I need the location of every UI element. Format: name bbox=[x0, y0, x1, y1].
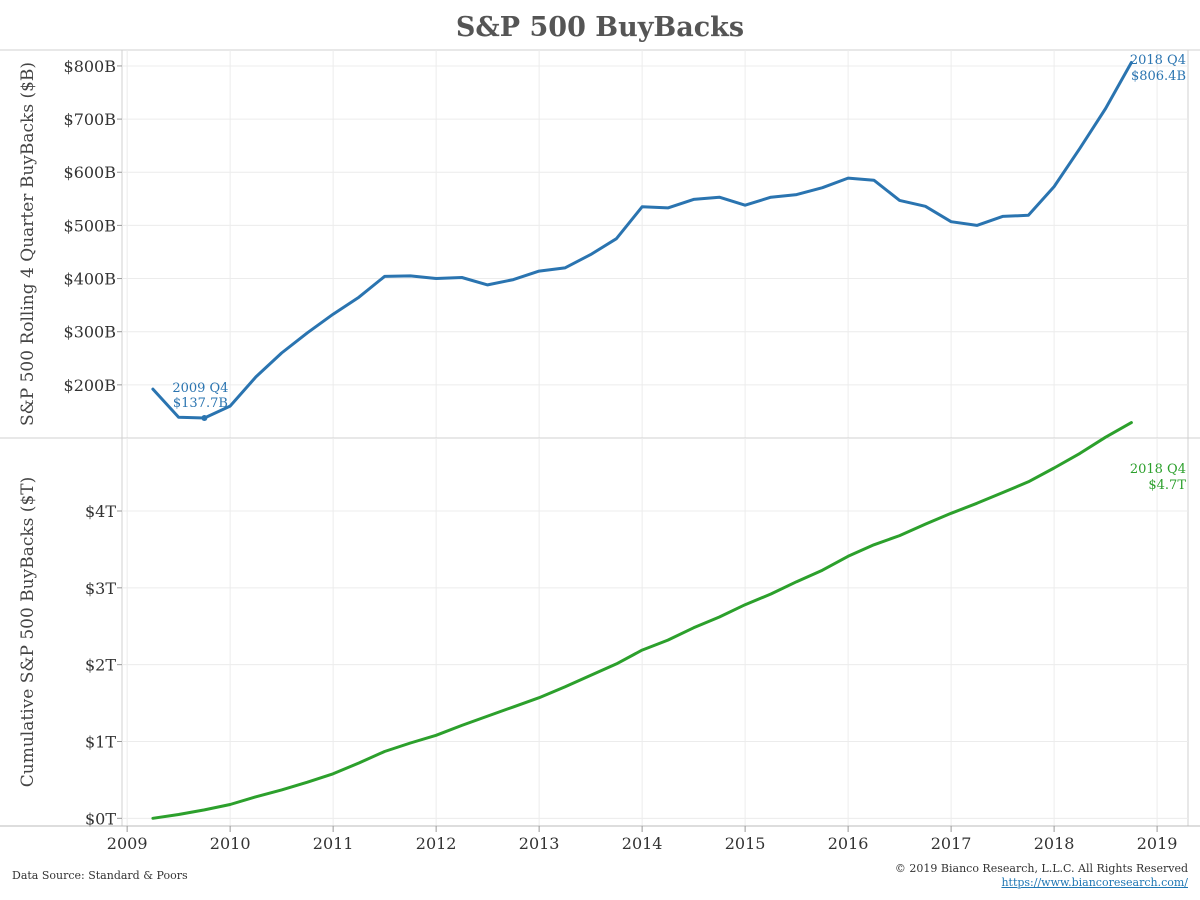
y-tick-label: $200B bbox=[64, 376, 116, 395]
y-tick-label: $1T bbox=[85, 732, 116, 751]
y-axis-title: S&P 500 Rolling 4 Quarter BuyBacks ($B) bbox=[18, 62, 38, 426]
y-tick-label: $400B bbox=[64, 270, 116, 289]
copyright-text: © 2019 Bianco Research, L.L.C. All Right… bbox=[894, 862, 1188, 875]
annotation-value: $137.7B bbox=[173, 396, 228, 411]
x-tick-label: 2018 bbox=[1034, 834, 1075, 853]
x-tick-label: 2009 bbox=[107, 834, 148, 853]
y-axis-title: Cumulative S&P 500 BuyBacks ($T) bbox=[18, 477, 38, 787]
annotation-point bbox=[201, 414, 208, 421]
series-line bbox=[151, 61, 1133, 420]
y-tick-label: $2T bbox=[85, 656, 116, 675]
y-tick-label: $0T bbox=[85, 809, 116, 828]
data-source-note: Data Source: Standard & Poors bbox=[12, 869, 188, 882]
y-tick-label: $300B bbox=[64, 323, 116, 342]
x-tick-label: 2015 bbox=[725, 834, 766, 853]
x-tick-label: 2011 bbox=[313, 834, 354, 853]
annotation-label: 2018 Q4 bbox=[1130, 462, 1186, 477]
y-tick-label: $800B bbox=[64, 57, 116, 76]
x-tick-label: 2017 bbox=[931, 834, 972, 853]
annotation-label: 2009 Q4 bbox=[172, 381, 228, 396]
x-tick-label: 2019 bbox=[1137, 834, 1178, 853]
y-tick-label: $4T bbox=[85, 502, 116, 521]
series-line bbox=[151, 421, 1133, 820]
y-tick-label: $500B bbox=[64, 216, 116, 235]
y-tick-label: $700B bbox=[64, 110, 116, 129]
annotation-value: $806.4B bbox=[1131, 69, 1186, 84]
annotation-value: $4.7T bbox=[1148, 478, 1186, 493]
x-tick-label: 2014 bbox=[622, 834, 663, 853]
footer-credits: © 2019 Bianco Research, L.L.C. All Right… bbox=[895, 862, 1188, 890]
annotation-label: 2018 Q4 bbox=[1130, 53, 1186, 68]
x-tick-label: 2013 bbox=[519, 834, 560, 853]
y-tick-label: $3T bbox=[85, 579, 116, 598]
x-tick-label: 2016 bbox=[828, 834, 869, 853]
x-tick-label: 2010 bbox=[210, 834, 251, 853]
x-tick-label: 2012 bbox=[416, 834, 457, 853]
chart-title: S&P 500 BuyBacks bbox=[455, 12, 745, 43]
y-tick-label: $600B bbox=[64, 163, 116, 182]
website-link[interactable]: https://www.biancoresearch.com/ bbox=[1001, 876, 1188, 889]
